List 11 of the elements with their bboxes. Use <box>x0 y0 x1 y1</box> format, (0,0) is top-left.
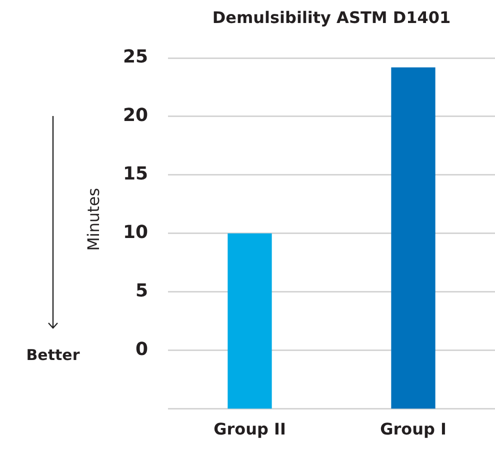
x-tick-label: Group II <box>214 420 286 439</box>
y-tick-label: 0 <box>135 339 148 360</box>
x-tick-label: Group I <box>380 420 446 439</box>
y-tick-label: 20 <box>122 105 148 126</box>
chart-title: Demulsibility ASTM D1401 <box>212 8 451 28</box>
y-tick-label: 10 <box>122 222 148 244</box>
text: Better <box>26 346 80 364</box>
y-tick-label: 15 <box>122 164 148 185</box>
y-tick-label: 25 <box>122 46 148 68</box>
y-axis-title: Minutes <box>84 188 104 251</box>
y-tick-label: 5 <box>135 280 148 302</box>
